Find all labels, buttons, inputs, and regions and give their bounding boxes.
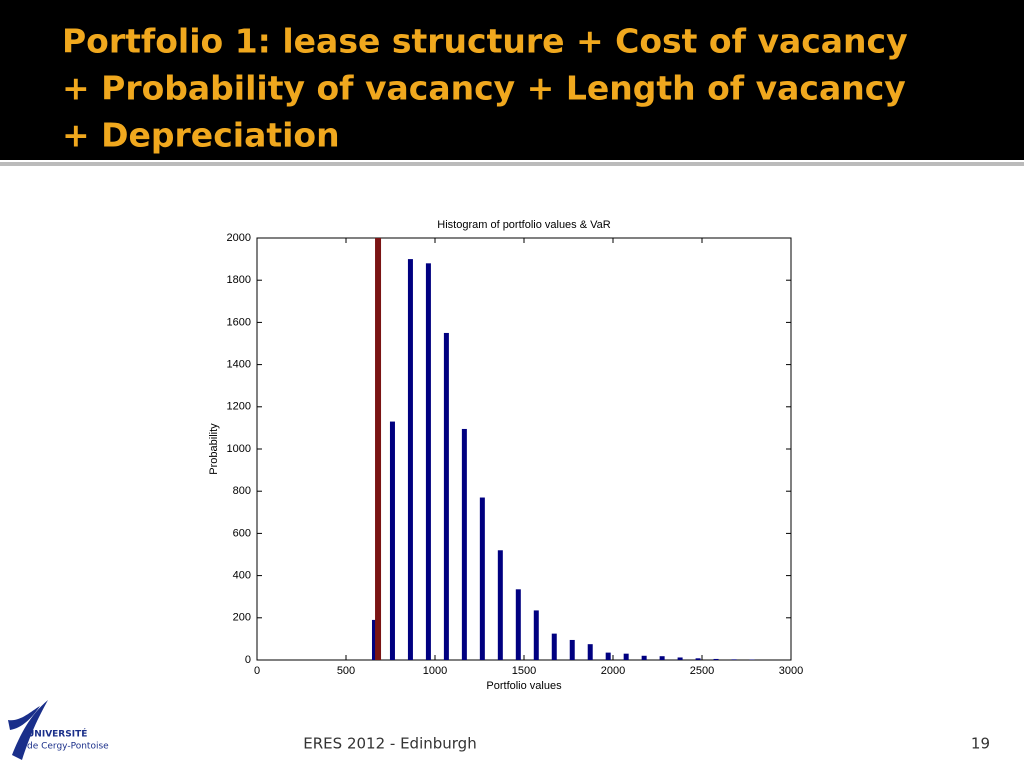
y-tick-label: 2000 [227,232,251,244]
bar [389,421,395,660]
chart-title: Histogram of portfolio values & VaR [437,219,610,231]
plot-frame [256,237,792,661]
bar [713,658,719,660]
y-tick-label: 0 [245,654,251,666]
x-tick-label: 1500 [512,665,536,677]
y-tick-label: 600 [233,527,251,539]
bar [533,610,539,660]
bar [551,633,557,660]
y-axis-label: Probability [208,423,220,475]
bar [569,639,575,660]
bar [407,259,413,660]
bar [677,657,683,660]
bar [695,658,701,660]
bar [515,589,521,660]
bar [461,428,467,660]
logo-mark [8,706,40,730]
page-number: 19 [971,735,990,753]
x-tick-label: 2500 [690,665,714,677]
x-tick-label: 0 [254,665,260,677]
y-tick-label: 800 [233,485,251,497]
bar [623,653,629,660]
y-tick-label: 200 [233,612,251,624]
x-tick-label: 3000 [779,665,803,677]
slide-title: + Probability of vacancy + Length of vac… [62,69,906,108]
logo-mark [12,700,48,760]
bar [731,659,737,660]
bar [371,619,377,660]
y-tick-label: 1600 [227,316,251,328]
bar [443,332,449,660]
x-axis-label: Portfolio values [486,680,562,692]
y-tick-label: 1200 [227,401,251,413]
y-tick-label: 1400 [227,359,251,371]
y-tick-label: 1000 [227,443,251,455]
x-tick-label: 1000 [423,665,447,677]
bar [479,497,485,660]
footer: ERES 2012 - Edinburgh [303,735,476,753]
logo-text: UNIVERSITÉ [27,728,87,740]
header-band [0,0,1024,160]
logo-text: de Cergy-Pontoise [27,742,109,752]
y-tick-label: 1800 [227,274,251,286]
var-line [375,238,382,660]
bar [641,655,647,660]
bar [659,656,665,660]
bar [425,263,431,660]
slide-title: Portfolio 1: lease structure + Cost of v… [62,22,908,61]
bar [587,644,593,660]
slide-title: + Depreciation [62,116,340,155]
header-rule [0,162,1024,166]
x-tick-label: 500 [337,665,355,677]
x-tick-label: 2000 [601,665,625,677]
bar [497,550,503,660]
bar [605,652,611,660]
y-tick-label: 400 [233,570,251,582]
